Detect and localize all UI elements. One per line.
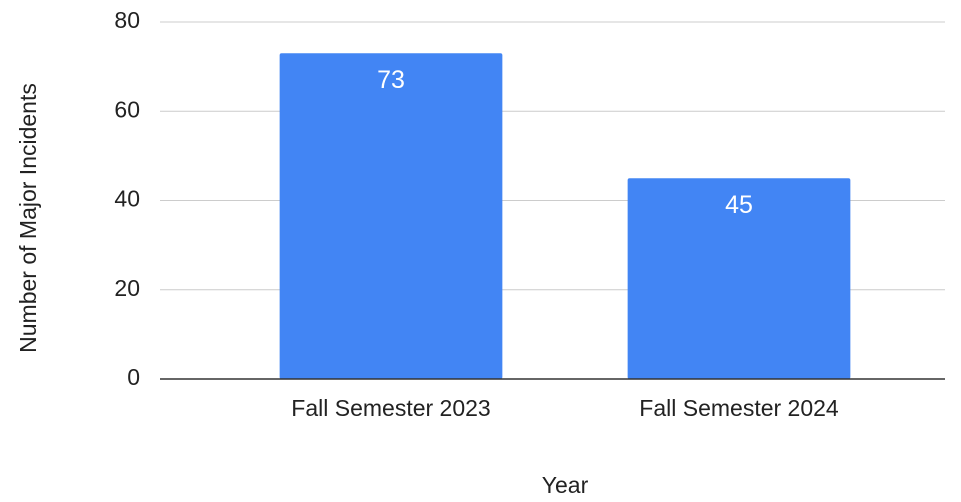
y-axis-title: Number of Major Incidents xyxy=(15,83,41,353)
data-label: 45 xyxy=(725,191,753,219)
y-tick-label: 20 xyxy=(114,275,140,301)
y-tick-label: 0 xyxy=(127,364,140,390)
x-axis-title: Year xyxy=(542,472,589,498)
bar xyxy=(279,53,503,380)
x-tick-label: Fall Semester 2023 xyxy=(291,395,490,421)
y-tick-label: 60 xyxy=(114,96,140,122)
bar xyxy=(627,178,851,379)
x-tick-label: Fall Semester 2024 xyxy=(639,395,839,421)
data-label: 73 xyxy=(377,66,405,94)
y-tick-label: 80 xyxy=(114,7,140,33)
y-tick-label: 40 xyxy=(114,186,140,212)
